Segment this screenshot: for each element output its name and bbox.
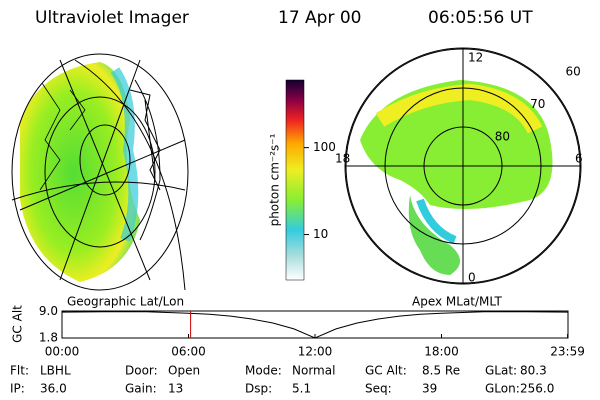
field-value: 5.1	[292, 382, 311, 396]
mlt-label: 12	[468, 51, 483, 65]
field-label: GLat:	[485, 364, 517, 378]
field-label: GC Alt:	[365, 364, 407, 378]
field-value: 39	[422, 382, 437, 396]
colorbar	[285, 79, 305, 281]
field-label: GLon:	[485, 382, 520, 396]
y-tick-label: 1.8	[39, 331, 58, 345]
date: 17 Apr 00	[278, 8, 361, 28]
right-image-label: Apex MLat/MLT	[412, 295, 502, 309]
field-value: 256.0	[520, 382, 554, 396]
colorbar-label: photon cm⁻²s⁻¹	[268, 133, 282, 226]
geographic-image	[11, 53, 189, 291]
field-label: Door:	[125, 364, 158, 378]
x-tick-label: 23:59	[550, 345, 585, 359]
orbit-ylabel: GC Alt	[11, 305, 25, 343]
field-value: 80.3	[520, 364, 547, 378]
lat-ring-label: 60	[565, 64, 580, 78]
left-image-label: Geographic Lat/Lon	[67, 295, 184, 309]
lat-ring-label: 70	[530, 97, 545, 111]
altitude-line	[61, 311, 568, 339]
time: 06:05:56 UT	[428, 8, 533, 28]
x-tick-label: 18:00	[424, 345, 459, 359]
lat-ring-label: 80	[495, 129, 510, 143]
y-tick-label: 9.0	[39, 304, 58, 318]
x-tick-label: 06:00	[171, 345, 206, 359]
x-tick-label: 00:00	[45, 345, 80, 359]
footer: Flt: LBHL Door: Open Mode: Normal GC Alt: 8.5 R…	[10, 364, 554, 396]
field-label: IP:	[10, 382, 25, 396]
field-label: Gain:	[125, 382, 157, 396]
field-label: Dsp:	[245, 382, 272, 396]
colorbar-tick-label: 100	[313, 140, 336, 154]
title: Ultraviolet Imager	[35, 8, 189, 28]
field-value: LBHL	[40, 364, 71, 378]
field-value: Normal	[292, 364, 335, 378]
x-tick-label: 12:00	[298, 345, 333, 359]
mlt-label: 18	[335, 152, 350, 166]
colorbar-tick-label: 10	[313, 227, 328, 241]
mlt-label: 6	[575, 152, 583, 166]
field-value: 13	[168, 382, 183, 396]
field-value: Open	[168, 364, 200, 378]
mlt-label: 0	[468, 271, 476, 285]
field-value: 36.0	[40, 382, 67, 396]
field-label: Flt:	[10, 364, 29, 378]
field-label: Mode:	[245, 364, 282, 378]
field-label: Seq:	[365, 382, 392, 396]
field-value: 8.5 Re	[422, 364, 460, 378]
orbit-plot: 9.0 1.800:00 06:00 12:00 18:00 23:59	[39, 304, 585, 358]
